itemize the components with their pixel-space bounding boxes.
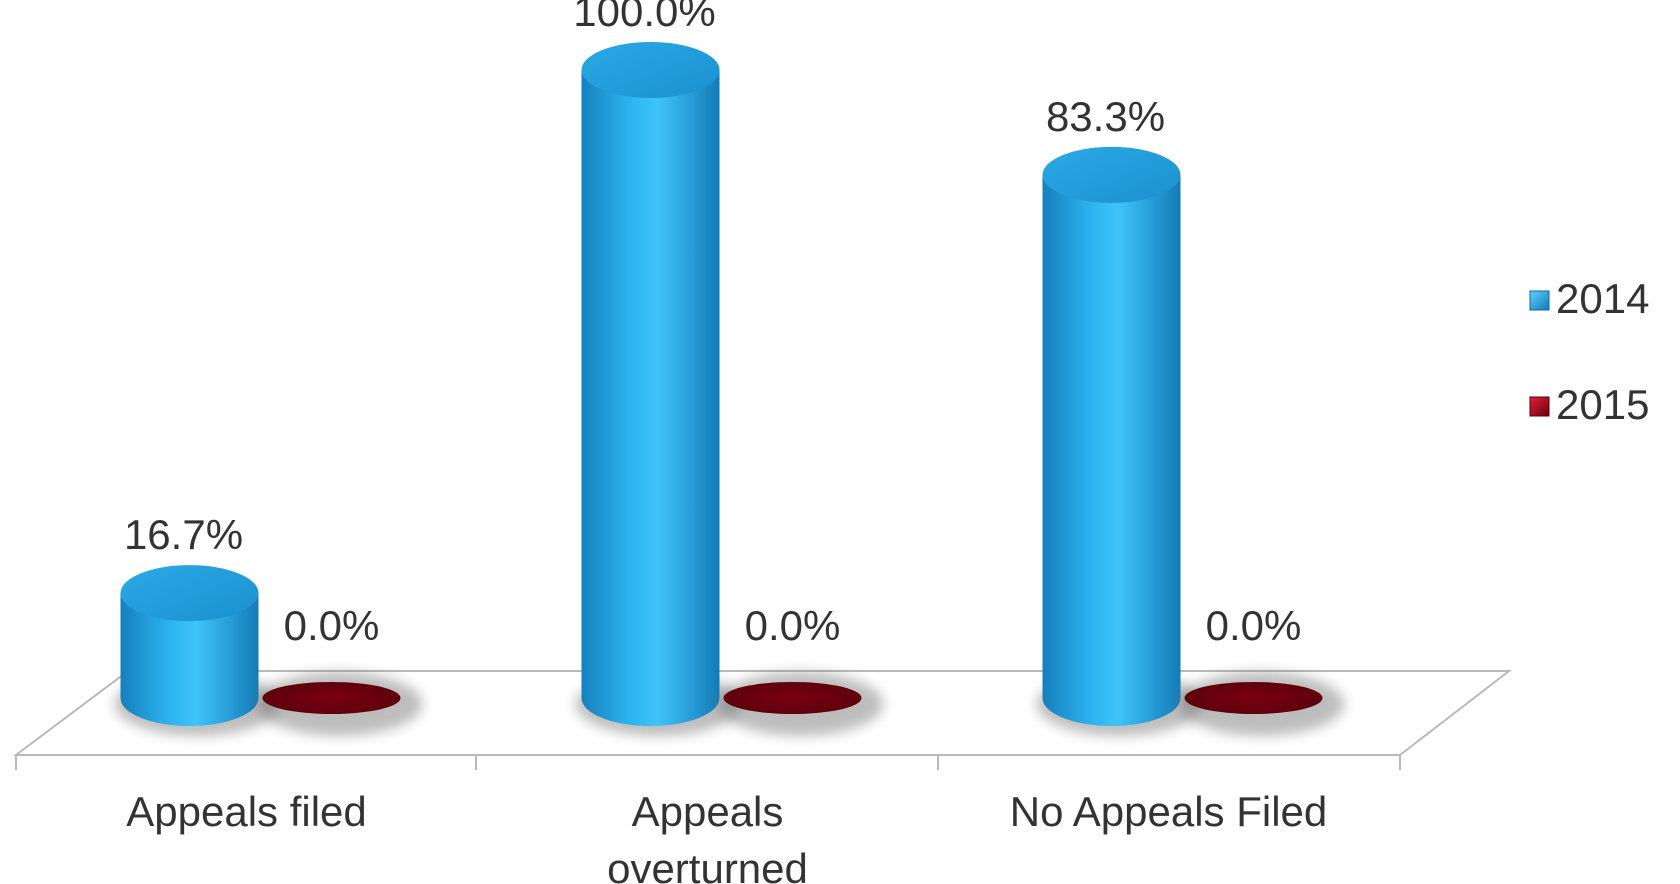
data-label-2015-1: 0.0%	[745, 602, 841, 649]
data-label-2014-1: 100.0%	[573, 0, 715, 35]
bar-2015-0	[262, 682, 401, 714]
x-tick-label: Appeals filed	[126, 788, 367, 835]
legend: 2014 2015	[1529, 275, 1649, 428]
bar-cap-2014-1	[581, 42, 720, 98]
data-label-2014-2: 83.3%	[1046, 93, 1165, 140]
bar-cap-2014-2	[1042, 146, 1181, 203]
legend-label-2014: 2014	[1556, 275, 1649, 322]
data-label-2014-0: 16.7%	[124, 511, 243, 558]
bar-2014-0	[120, 593, 259, 726]
data-label-2015-2: 0.0%	[1206, 602, 1302, 649]
bar-2015-2	[1184, 682, 1323, 714]
data-label-2015-0: 0.0%	[284, 602, 380, 649]
legend-swatch-2015	[1529, 396, 1550, 417]
x-tick-label: overturned	[607, 845, 808, 884]
bar-2014-2	[1042, 174, 1181, 727]
bar-2014-1	[581, 70, 720, 726]
bar-cap-2014-0	[120, 565, 259, 622]
bar-2015-1	[723, 682, 862, 714]
x-tick-label: Appeals	[632, 788, 784, 835]
legend-swatch-2014	[1529, 290, 1550, 311]
x-tick-label: No Appeals Filed	[1010, 788, 1328, 835]
legend-label-2015: 2015	[1556, 381, 1649, 428]
